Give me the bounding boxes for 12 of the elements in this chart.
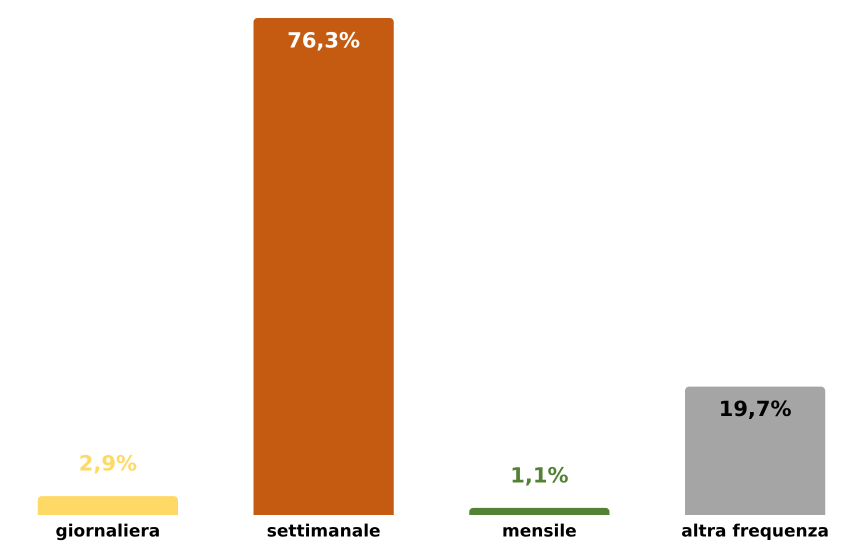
data-label: 19,7% [718,397,792,422]
x-tick-label: altra frequenza [681,522,830,542]
x-tick-label: giornaliera [56,522,160,542]
bar [469,508,610,515]
bar [685,386,826,515]
bar [254,18,394,515]
x-tick-label: settimanale [266,522,381,542]
data-label: 2,9% [78,452,137,476]
x-tick-label: mensile [502,522,577,542]
bar [38,496,178,515]
data-label: 1,1% [510,463,568,488]
data-label: 76,3% [287,28,360,52]
